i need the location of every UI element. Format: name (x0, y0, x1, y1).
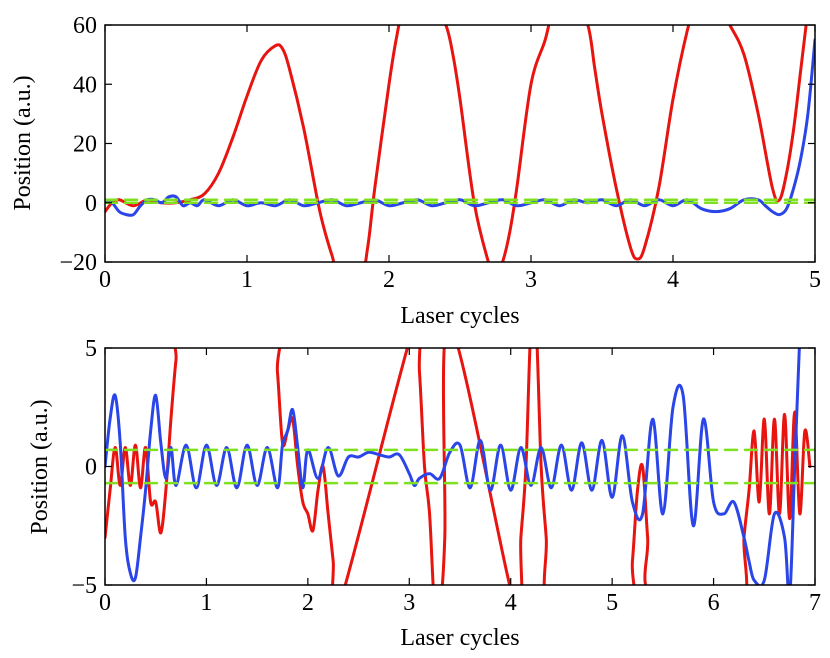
x-tick-label-0: 0 (99, 590, 111, 616)
series-group-bottom (105, 348, 815, 585)
y-axis-label-top: Position (a.u.) (10, 75, 36, 210)
y-tick-label-2: 20 (73, 132, 97, 158)
x-tick-label-4: 4 (505, 590, 517, 616)
y-tick-label-0: −5 (71, 573, 97, 599)
x-tick-label-1: 1 (200, 590, 212, 616)
series-line-blue-1 (105, 38, 815, 217)
x-tick-label-4: 4 (667, 267, 679, 293)
x-tick-label-5: 5 (606, 590, 618, 616)
x-tick-label-5: 5 (809, 267, 821, 293)
y-tick-label-0: −20 (59, 250, 97, 276)
plot-area-top (105, 25, 815, 262)
y-tick-labels-top: −20 0 20 40 60 (59, 13, 97, 276)
x-tick-label-1: 1 (241, 267, 253, 293)
x-tick-labels-bottom: 0 1 2 3 4 5 6 7 (99, 590, 821, 616)
y-tick-label-1: 0 (85, 191, 97, 217)
x-axis-label-top: Laser cycles (400, 303, 519, 329)
plot-area-bottom (105, 348, 815, 585)
series-group-top (105, 25, 815, 262)
y-tick-label-3: 40 (73, 72, 97, 98)
x-tick-label-0: 0 (99, 267, 111, 293)
x-axis-label-bottom: Laser cycles (400, 625, 519, 651)
ticks-bottom (104, 347, 816, 586)
x-tick-label-2: 2 (302, 590, 314, 616)
x-tick-label-6: 6 (708, 590, 720, 616)
y-tick-label-4: 60 (73, 13, 97, 39)
y-tick-label-1: 0 (85, 455, 97, 481)
y-tick-labels-bottom: −5 0 5 (71, 336, 97, 599)
x-tick-label-2: 2 (383, 267, 395, 293)
x-tick-labels-top: 0 1 2 3 4 5 (99, 267, 821, 293)
x-tick-label-7: 7 (809, 590, 821, 616)
y-axis-label-bottom: Position (a.u.) (27, 399, 53, 534)
series-line-blue-1 (105, 348, 801, 585)
x-tick-label-3: 3 (403, 590, 415, 616)
y-tick-label-2: 5 (85, 336, 97, 362)
ticks-top (104, 24, 816, 263)
x-tick-label-3: 3 (525, 267, 537, 293)
